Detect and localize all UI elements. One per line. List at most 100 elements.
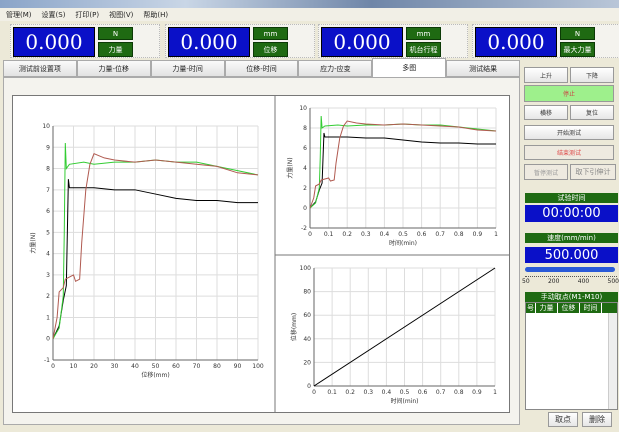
take-point-button[interactable]: 取点	[548, 412, 578, 427]
x-tick-label: 100	[252, 363, 264, 370]
readout-value: 0.000	[13, 27, 95, 57]
y-tick-label: -1	[44, 357, 50, 364]
readout-value: 0.000	[475, 27, 557, 57]
readout-unit: N	[560, 27, 595, 40]
speed-tick: 500	[607, 278, 619, 285]
menu-print[interactable]: 打印(P)	[75, 10, 100, 19]
tab-multi-chart[interactable]: 多图	[372, 58, 447, 77]
y-tick-label: 10	[42, 123, 50, 130]
menu-help[interactable]: 帮助(H)	[143, 10, 169, 19]
menu-view[interactable]: 视图(V)	[109, 10, 134, 19]
x-tick-label: 0.7	[436, 389, 446, 396]
y-tick-label: 0	[303, 205, 307, 212]
stop-button[interactable]: 停止	[524, 85, 614, 102]
chart-1: 0 0.1 0.2 0.3 0.4 0.5 0.6 0.7 0.8 0.9 1-20246810时间…	[286, 105, 498, 247]
remove-extensometer-button[interactable]: 取下引伸计	[570, 164, 616, 180]
series-line-1	[309, 115, 497, 209]
down-button[interactable]: 下降	[570, 67, 614, 83]
test-time-title: 试验时间	[525, 193, 618, 203]
speed-slider[interactable]	[525, 267, 615, 272]
x-tick-label: 0.2	[342, 231, 352, 238]
x-tick-label: 0.2	[345, 389, 355, 396]
series-line-1	[52, 142, 259, 339]
x-tick-label: 40	[131, 363, 139, 370]
pause-test-button[interactable]: 暂停测试	[524, 164, 568, 180]
series-line-0	[52, 179, 258, 339]
tab-pre-test-settings[interactable]: 测试前设置项	[3, 60, 77, 77]
x-tick-label: 0.1	[324, 231, 334, 238]
tab-stress-strain[interactable]: 应力-应变	[298, 60, 373, 77]
delete-button[interactable]: 删除	[582, 412, 612, 427]
readout-panel: 0.000 N 力量	[10, 24, 160, 58]
x-tick-label: 0.7	[435, 231, 445, 238]
readout-label: 位移	[253, 42, 288, 57]
control-sidebar: 上升 下降 停止 横移 复位 开始测试 结束测试 暂停测试 取下引伸计 试验时间…	[522, 62, 619, 432]
series-line-2	[309, 120, 497, 209]
speed-value: 500.000	[525, 247, 618, 263]
y-tick-label: 4	[46, 251, 50, 258]
tab-test-results[interactable]: 测试结果	[446, 60, 521, 77]
y-tick-label: 9	[46, 144, 50, 151]
readout-panel: 0.000 mm 位移	[165, 24, 315, 58]
x-axis-label: 位移(mm)	[141, 371, 169, 379]
y-tick-label: 7	[46, 187, 50, 194]
tab-force-displacement[interactable]: 力量-位移	[76, 60, 151, 77]
end-test-button[interactable]: 结束测试	[524, 145, 614, 160]
readout-panel: 0.000 N 最大力量	[472, 24, 619, 58]
readout-unit: mm	[406, 27, 441, 40]
reset-button[interactable]: 复位	[570, 105, 614, 120]
x-tick-label: 80	[213, 363, 221, 370]
speed-slider-fill	[525, 267, 615, 272]
move-button[interactable]: 横移	[524, 105, 568, 120]
readout-label: 机台行程	[406, 42, 441, 57]
x-tick-label: 0.5	[398, 231, 408, 238]
x-tick-label: 0.1	[327, 389, 337, 396]
y-axis-label: 力量(N)	[29, 232, 37, 253]
x-tick-label: 0	[312, 389, 316, 396]
start-test-button[interactable]: 开始测试	[524, 125, 614, 140]
readout-value: 0.000	[168, 27, 250, 57]
menu-settings[interactable]: 设置(S)	[41, 10, 66, 19]
x-tick-label: 0.4	[382, 389, 392, 396]
y-tick-label: 6	[46, 208, 50, 215]
x-axis-label: 时间(min)	[391, 397, 419, 405]
table-scrollbar[interactable]	[608, 313, 617, 409]
readout-panel: 0.000 mm 机台行程	[318, 24, 468, 58]
y-tick-label: 60	[303, 312, 311, 319]
y-tick-label: 4	[303, 165, 307, 172]
x-tick-label: 0.3	[361, 231, 371, 238]
x-tick-label: 0.8	[454, 231, 464, 238]
x-tick-label: 10	[70, 363, 78, 370]
x-tick-label: 0.5	[400, 389, 410, 396]
test-time-value: 00:00:00	[525, 205, 618, 222]
y-tick-label: 2	[303, 185, 307, 192]
y-tick-label: 0	[307, 383, 311, 390]
x-tick-label: 70	[193, 363, 201, 370]
speed-tick: 50	[522, 278, 530, 285]
y-tick-label: 100	[300, 265, 312, 272]
series-line-0	[313, 267, 496, 387]
col-number: 号	[527, 303, 536, 313]
chart-0: 0 10 20 30 40 50 60 70 80 90 100-1012345678910位移(m…	[29, 123, 264, 379]
y-axis-label: 位移(mm)	[290, 313, 298, 341]
col-time: 时间	[580, 303, 602, 313]
speed-title: 速度(mm/min)	[525, 233, 618, 243]
y-tick-label: 40	[303, 336, 311, 343]
speed-tick: 400	[577, 278, 590, 285]
x-tick-label: 0.3	[364, 389, 374, 396]
manual-points-title: 手动取点(M1-M10)	[525, 292, 618, 302]
series-line-0	[309, 132, 496, 209]
x-tick-label: 1	[494, 231, 498, 238]
menu-manage[interactable]: 管理(M)	[6, 10, 32, 19]
y-tick-label: 8	[46, 166, 50, 173]
tab-displacement-time[interactable]: 位移-时间	[224, 60, 299, 77]
x-tick-label: 0	[51, 363, 55, 370]
y-tick-label: 1	[46, 314, 50, 321]
up-button[interactable]: 上升	[524, 67, 568, 83]
y-tick-label: 10	[299, 105, 307, 112]
series-line-2	[52, 152, 259, 339]
menu-bar: 管理(M) 设置(S) 打印(P) 视图(V) 帮助(H)	[0, 8, 619, 21]
speed-ticks	[525, 274, 617, 277]
tab-force-time[interactable]: 力量-时间	[150, 60, 225, 77]
